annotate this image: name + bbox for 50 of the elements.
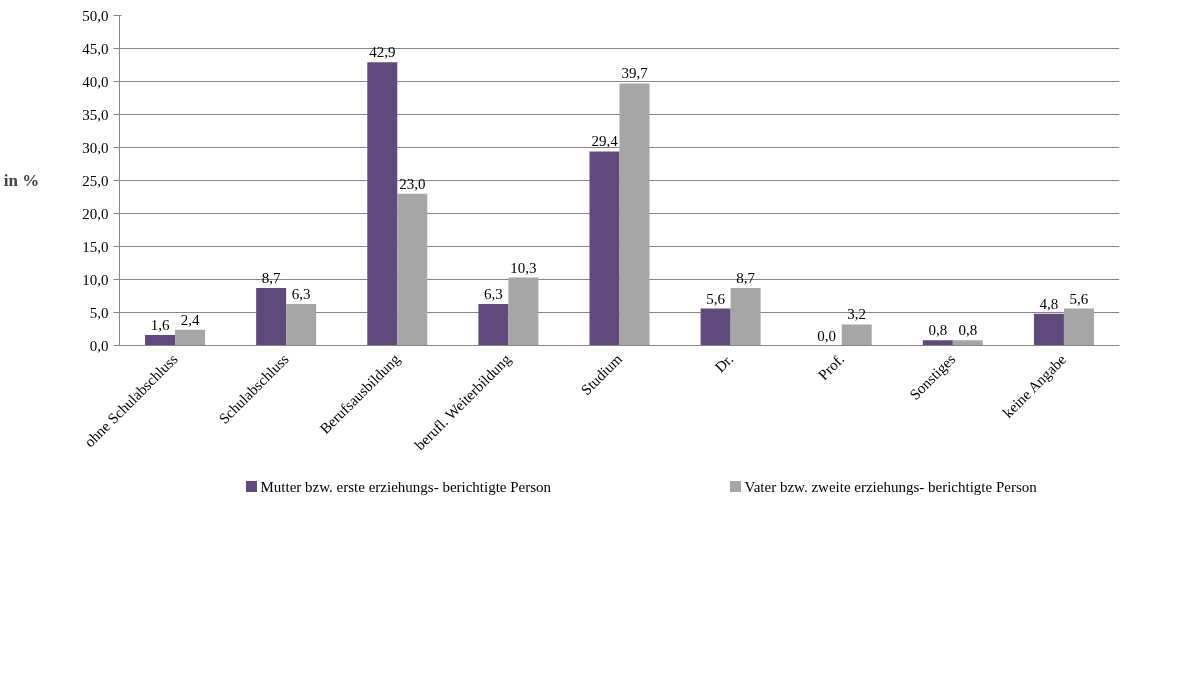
y-tick-label: 10,0 [82, 271, 109, 288]
y-axis-title: in % [3, 171, 40, 190]
x-tick-label: Dr. [711, 350, 737, 376]
bar [286, 303, 317, 346]
bar [145, 334, 176, 346]
y-tick-label: 20,0 [82, 205, 109, 222]
data-label: 5,6 [1069, 290, 1089, 307]
y-tick-label: 15,0 [82, 238, 109, 255]
y-tick-label: 40,0 [82, 73, 109, 90]
bar [952, 340, 983, 346]
bar [175, 329, 206, 346]
bar [589, 151, 620, 346]
data-label: 5,6 [706, 290, 726, 307]
data-label: 10,3 [510, 259, 537, 276]
bar [1063, 308, 1094, 346]
data-label: 23,0 [399, 175, 426, 192]
data-label: 2,4 [180, 311, 200, 328]
data-label: 4,8 [1039, 295, 1059, 312]
data-label: 39,7 [621, 65, 649, 82]
bar [508, 277, 539, 346]
y-tick-label: 0,0 [89, 337, 109, 354]
data-label: 6,3 [484, 285, 503, 302]
bar [256, 288, 287, 346]
bar [619, 83, 650, 346]
legend-label: Mutter bzw. erste erziehungs- berichtigte Person [260, 478, 552, 495]
bar [478, 303, 509, 346]
data-label: 0,0 [817, 327, 837, 344]
bar [700, 308, 731, 346]
bar [1033, 313, 1064, 346]
data-label: 6,3 [291, 285, 311, 302]
bar [730, 288, 761, 346]
y-tick-label: 25,0 [82, 172, 109, 189]
y-tick-label: 5,0 [89, 304, 109, 321]
y-tick-label: 50,0 [82, 7, 109, 24]
bar [922, 340, 953, 346]
data-label: 1,6 [150, 316, 170, 333]
data-label: 0,8 [928, 322, 948, 339]
y-tick-label: 35,0 [82, 106, 109, 123]
legend-label: Vater bzw. zweite erziehungs- berichtigte Person [744, 478, 1038, 495]
data-label: 29,4 [591, 133, 619, 150]
y-tick-label: 30,0 [82, 139, 109, 156]
bar [397, 193, 428, 346]
y-tick-label: 45,0 [82, 40, 109, 57]
data-label: 8,7 [736, 270, 756, 287]
bar [841, 324, 872, 346]
bar [367, 62, 398, 346]
data-label: 8,7 [261, 270, 282, 287]
data-label: 3,2 [847, 306, 867, 323]
data-label: 42,9 [369, 44, 396, 61]
data-label: 0,8 [958, 322, 978, 339]
